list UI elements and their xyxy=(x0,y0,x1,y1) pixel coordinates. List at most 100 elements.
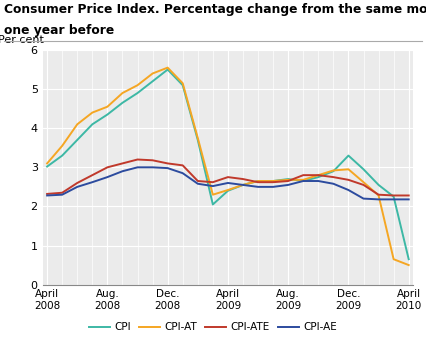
CPI-AT xyxy=(120,91,125,95)
CPI-AE xyxy=(346,188,351,192)
CPI-AE xyxy=(225,181,230,185)
CPI-AE xyxy=(210,184,216,188)
CPI-ATE xyxy=(135,157,140,161)
Line: CPI: CPI xyxy=(47,70,409,259)
CPI xyxy=(331,169,336,173)
CPI xyxy=(301,179,306,183)
CPI xyxy=(180,83,185,87)
Line: CPI-ATE: CPI-ATE xyxy=(47,159,409,196)
CPI-ATE xyxy=(406,194,411,198)
CPI-AT xyxy=(376,194,381,198)
CPI-AE xyxy=(361,197,366,201)
CPI-AE xyxy=(165,166,170,170)
Text: one year before: one year before xyxy=(4,24,115,37)
CPI-AE xyxy=(60,193,65,197)
CPI-ATE xyxy=(331,175,336,179)
CPI-ATE xyxy=(346,178,351,182)
CPI xyxy=(105,112,110,117)
CPI-AE xyxy=(406,197,411,201)
CPI-AE xyxy=(180,171,185,175)
CPI-AE xyxy=(75,185,80,189)
CPI-ATE xyxy=(90,173,95,177)
CPI xyxy=(135,91,140,95)
CPI-AT xyxy=(331,168,336,172)
CPI-ATE xyxy=(165,161,170,166)
Text: Per cent: Per cent xyxy=(0,35,44,45)
CPI-AT xyxy=(90,110,95,115)
CPI xyxy=(285,177,291,181)
CPI-AE xyxy=(256,185,261,189)
CPI-AE xyxy=(285,183,291,187)
CPI-AE xyxy=(135,165,140,169)
CPI-ATE xyxy=(256,180,261,184)
CPI xyxy=(195,138,200,142)
CPI-AT xyxy=(225,188,230,192)
CPI-AT xyxy=(316,173,321,177)
CPI-AT xyxy=(210,193,216,197)
CPI-AT xyxy=(391,257,396,261)
CPI-ATE xyxy=(45,192,50,196)
CPI xyxy=(271,179,276,183)
CPI xyxy=(391,195,396,199)
CPI xyxy=(240,183,245,187)
CPI xyxy=(361,167,366,171)
CPI-AE xyxy=(376,197,381,201)
Legend: CPI, CPI-AT, CPI-ATE, CPI-AE: CPI, CPI-AT, CPI-ATE, CPI-AE xyxy=(85,318,341,336)
CPI xyxy=(60,154,65,158)
CPI-AE xyxy=(195,182,200,186)
CPI-ATE xyxy=(60,191,65,195)
CPI-AT xyxy=(285,178,291,182)
CPI-ATE xyxy=(316,173,321,177)
CPI-AE xyxy=(316,179,321,183)
CPI-AT xyxy=(75,122,80,126)
CPI xyxy=(45,165,50,169)
CPI-AT xyxy=(180,81,185,85)
CPI-ATE xyxy=(391,194,396,198)
CPI-ATE xyxy=(240,177,245,181)
CPI-AT xyxy=(240,183,245,187)
CPI xyxy=(406,257,411,261)
CPI xyxy=(376,183,381,187)
CPI-AE xyxy=(45,194,50,198)
Text: Consumer Price Index. Percentage change from the same month: Consumer Price Index. Percentage change … xyxy=(4,3,426,17)
CPI xyxy=(210,203,216,207)
Line: CPI-AE: CPI-AE xyxy=(47,167,409,199)
CPI-AT xyxy=(361,180,366,184)
CPI-AE xyxy=(271,185,276,189)
CPI xyxy=(316,175,321,179)
CPI-AE xyxy=(391,197,396,201)
Line: CPI-AT: CPI-AT xyxy=(47,68,409,265)
CPI-AT xyxy=(406,263,411,267)
CPI-AT xyxy=(271,179,276,183)
CPI-AT xyxy=(60,144,65,148)
CPI xyxy=(150,79,155,83)
CPI-ATE xyxy=(180,163,185,167)
CPI-ATE xyxy=(376,193,381,197)
CPI-ATE xyxy=(75,181,80,185)
CPI-AE xyxy=(301,179,306,183)
CPI-ATE xyxy=(195,179,200,183)
CPI-AE xyxy=(90,180,95,184)
CPI-AT xyxy=(165,66,170,70)
CPI-AT xyxy=(105,105,110,109)
CPI xyxy=(256,179,261,183)
CPI-AE xyxy=(240,183,245,187)
CPI xyxy=(90,122,95,126)
CPI-ATE xyxy=(361,183,366,187)
CPI xyxy=(75,138,80,142)
CPI-ATE xyxy=(271,180,276,184)
CPI-AE xyxy=(120,169,125,173)
CPI-AT xyxy=(346,167,351,171)
CPI xyxy=(225,189,230,193)
CPI-AT xyxy=(195,136,200,140)
CPI-AE xyxy=(331,182,336,186)
CPI-AE xyxy=(105,175,110,179)
CPI-AE xyxy=(150,165,155,169)
CPI-AT xyxy=(301,178,306,182)
CPI-AT xyxy=(150,71,155,76)
CPI-AT xyxy=(256,179,261,183)
CPI-AT xyxy=(135,83,140,87)
CPI-ATE xyxy=(210,180,216,184)
CPI xyxy=(120,101,125,105)
CPI xyxy=(165,68,170,72)
